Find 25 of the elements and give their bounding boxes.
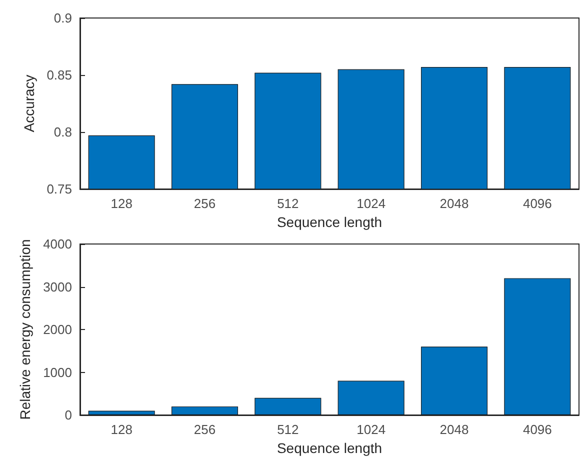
x-tick-label: 2048 bbox=[440, 196, 469, 211]
x-tick-label: 1024 bbox=[356, 422, 386, 437]
x-axis-title: Sequence length bbox=[276, 440, 382, 456]
x-tick-label: 256 bbox=[194, 196, 216, 211]
x-axis-title: Sequence length bbox=[276, 214, 382, 230]
x-tick-label: 4096 bbox=[522, 422, 552, 437]
x-tick-label: 512 bbox=[277, 196, 299, 211]
x-tick-label: 128 bbox=[110, 196, 132, 211]
y-tick-label: 0 bbox=[64, 408, 72, 422]
y-tick-label: 0.8 bbox=[54, 124, 72, 140]
y-tick-label: 1000 bbox=[43, 364, 72, 380]
y-tick-label: 2000 bbox=[43, 322, 72, 337]
y-tick-label: 3000 bbox=[43, 279, 72, 294]
x-tick-label: 1024 bbox=[356, 196, 386, 211]
y-tick-label: 4000 bbox=[43, 236, 72, 252]
y-tick-label: 0.75 bbox=[46, 182, 72, 196]
y-axis-title: Relative energy consumption bbox=[17, 239, 34, 420]
x-tick-label: 2048 bbox=[440, 422, 469, 437]
x-tick-label: 256 bbox=[194, 422, 216, 437]
y-tick-label: 0.9 bbox=[54, 10, 72, 26]
x-tick-label: 128 bbox=[110, 422, 132, 437]
x-tick-label: 4096 bbox=[522, 196, 552, 211]
y-axis-title: Accuracy bbox=[20, 74, 37, 132]
y-tick-label: 0.85 bbox=[46, 68, 72, 82]
x-tick-label: 512 bbox=[277, 422, 299, 437]
